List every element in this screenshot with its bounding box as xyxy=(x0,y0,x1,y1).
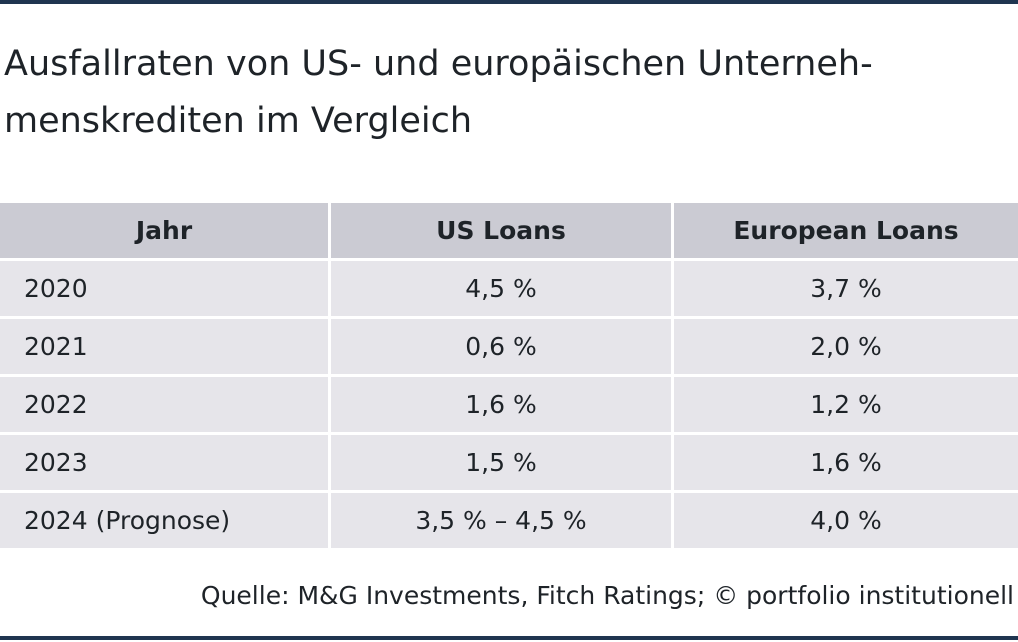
column-header-european-loans: European Loans xyxy=(674,203,1018,258)
table-cell-year: 2020 xyxy=(0,261,328,316)
top-rule xyxy=(0,0,1018,4)
table-cell-european-loans: 1,2 % xyxy=(674,377,1018,432)
table-cell-year: 2024 (Prognose) xyxy=(0,493,328,548)
table-cell-year: 2023 xyxy=(0,435,328,490)
page-title: Ausfallraten von US- und europäischen Un… xyxy=(4,36,1004,150)
table-cell-us-loans: 4,5 % xyxy=(331,261,671,316)
table-cell-european-loans: 3,7 % xyxy=(674,261,1018,316)
table-cell-us-loans: 1,6 % xyxy=(331,377,671,432)
table-cell-us-loans: 1,5 % xyxy=(331,435,671,490)
table-cell-us-loans: 3,5 % – 4,5 % xyxy=(331,493,671,548)
table-cell-us-loans: 0,6 % xyxy=(331,319,671,374)
title-text: Ausfallraten von US- und europäischen Un… xyxy=(4,44,873,141)
table-cell-year: 2021 xyxy=(0,319,328,374)
bottom-rule xyxy=(0,636,1018,640)
column-header-us-loans: US Loans xyxy=(331,203,671,258)
table-cell-european-loans: 2,0 % xyxy=(674,319,1018,374)
source-note: Quelle: M&G Investments, Fitch Ratings; … xyxy=(200,581,1014,610)
column-header-year: Jahr xyxy=(0,203,328,258)
table-cell-year: 2022 xyxy=(0,377,328,432)
table-cell-european-loans: 1,6 % xyxy=(674,435,1018,490)
data-table: Jahr US Loans European Loans 2020 4,5 % 3,7 %… xyxy=(0,203,1018,548)
table-cell-european-loans: 4,0 % xyxy=(674,493,1018,548)
